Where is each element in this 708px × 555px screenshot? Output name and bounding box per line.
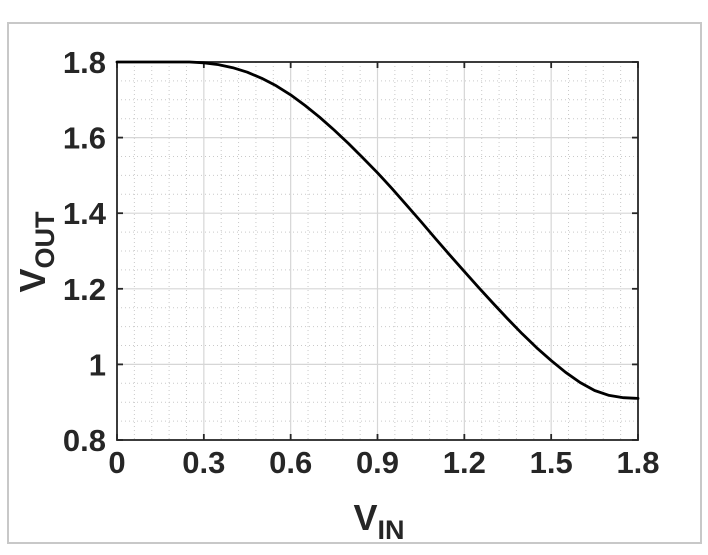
y-tick-label: 1.8 — [63, 45, 106, 80]
x-tick-label: 1.8 — [616, 445, 659, 480]
x-axis-label: VIN — [353, 497, 404, 544]
x-tick-label: 0.6 — [269, 445, 312, 480]
x-tick-label: 0 — [108, 445, 125, 480]
data-curve — [115, 60, 640, 400]
x-tick-label: 1.5 — [530, 445, 573, 480]
y-axis-label-sub: OUT — [30, 211, 60, 269]
y-tick-label: 0.8 — [63, 423, 106, 458]
x-tick-label: 1.2 — [443, 445, 486, 480]
x-tick-label: 0.3 — [182, 445, 225, 480]
x-tick-label: 0.9 — [356, 445, 399, 480]
y-axis-label: VOUT — [12, 211, 60, 293]
y-tick-label: 1.2 — [63, 272, 106, 307]
y-tick-label: 1 — [89, 347, 106, 382]
axis-box — [116, 61, 639, 441]
y-tick-label: 1.4 — [63, 196, 107, 231]
y-axis-label-main: V — [12, 268, 53, 293]
x-axis-label-main: V — [353, 497, 378, 538]
x-axis-label-sub: IN — [377, 515, 405, 545]
y-tick-label: 1.6 — [63, 121, 106, 156]
